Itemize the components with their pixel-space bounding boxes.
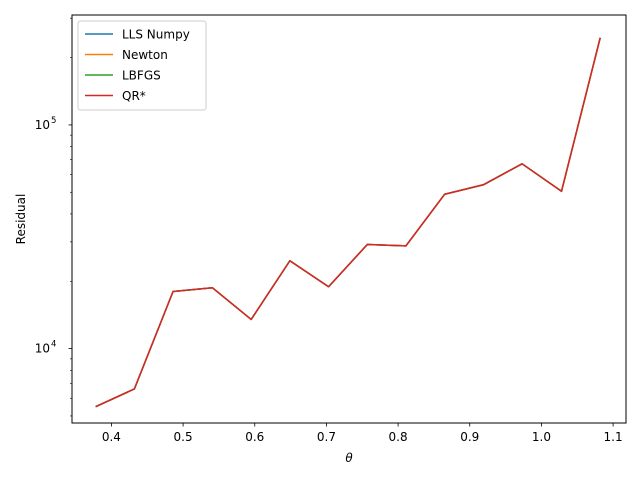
- legend-label: LLS Numpy: [122, 28, 190, 42]
- x-tick-label: 0.5: [174, 430, 193, 444]
- y-axis-label: Residual: [14, 194, 28, 245]
- legend-box: [77, 20, 207, 111]
- legend-label: QR*: [122, 89, 146, 103]
- y-tick-label: 10: [35, 342, 50, 356]
- series-line-3: [95, 37, 601, 408]
- x-axis-label: θ: [345, 451, 353, 465]
- x-tick-label: 0.7: [317, 430, 336, 444]
- y-tick-label-exponent: 5: [51, 116, 56, 126]
- series-layer: [95, 37, 601, 408]
- plot-frame: [71, 14, 627, 424]
- x-axis: 0.4 0.5 0.6 0.7 0.8 0.9 1.0 1.1: [102, 423, 623, 444]
- x-tick-label: 0.4: [102, 430, 121, 444]
- x-tick-label: 0.9: [460, 430, 479, 444]
- legend-label: Newton: [122, 48, 168, 62]
- y-tick-label: 10: [35, 118, 50, 132]
- legend-label: LBFGS: [122, 69, 161, 83]
- y-tick-label-exponent: 4: [51, 340, 56, 350]
- x-tick-label: 1.0: [532, 430, 551, 444]
- x-tick-label: 0.6: [245, 430, 264, 444]
- x-tick-label: 1.1: [604, 430, 623, 444]
- x-tick-label: 0.8: [389, 430, 408, 444]
- legend: LLS Numpy Newton LBFGS QR*: [77, 20, 207, 111]
